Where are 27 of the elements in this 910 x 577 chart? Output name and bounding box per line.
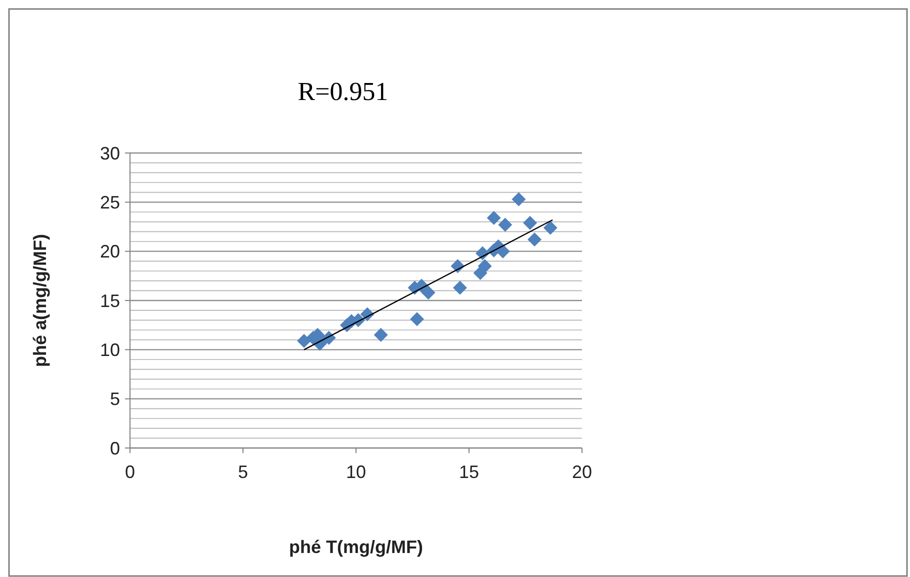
x-tick-label: 10 — [346, 462, 366, 482]
point — [523, 216, 538, 230]
point — [410, 312, 424, 326]
point — [478, 259, 492, 274]
y-tick-label: 20 — [100, 242, 120, 262]
y-tick-label: 10 — [100, 340, 120, 360]
text: R=0.951 — [298, 77, 388, 106]
x-tick-label: 15 — [458, 462, 480, 482]
y-tick-label: 25 — [100, 192, 120, 212]
point — [421, 286, 436, 300]
x-tick-label: 5 — [238, 462, 248, 482]
point — [452, 280, 467, 295]
point — [374, 328, 388, 342]
x-axis-title: phé T(mg/g/MF) — [289, 537, 423, 557]
y-tick-label: 0 — [110, 438, 120, 458]
y-tick-label: 5 — [110, 389, 120, 410]
y-axis-title: phé a(mg/g/MF) — [30, 234, 50, 367]
x-tick-label: 20 — [572, 462, 592, 482]
x-tick-label: 0 — [124, 462, 136, 482]
y-tick-label: 15 — [100, 290, 120, 311]
point — [528, 232, 542, 247]
point — [498, 218, 512, 232]
point — [543, 220, 558, 235]
point — [297, 334, 312, 348]
point — [512, 192, 526, 206]
point — [486, 210, 501, 225]
y-tick-label: 30 — [100, 143, 120, 164]
